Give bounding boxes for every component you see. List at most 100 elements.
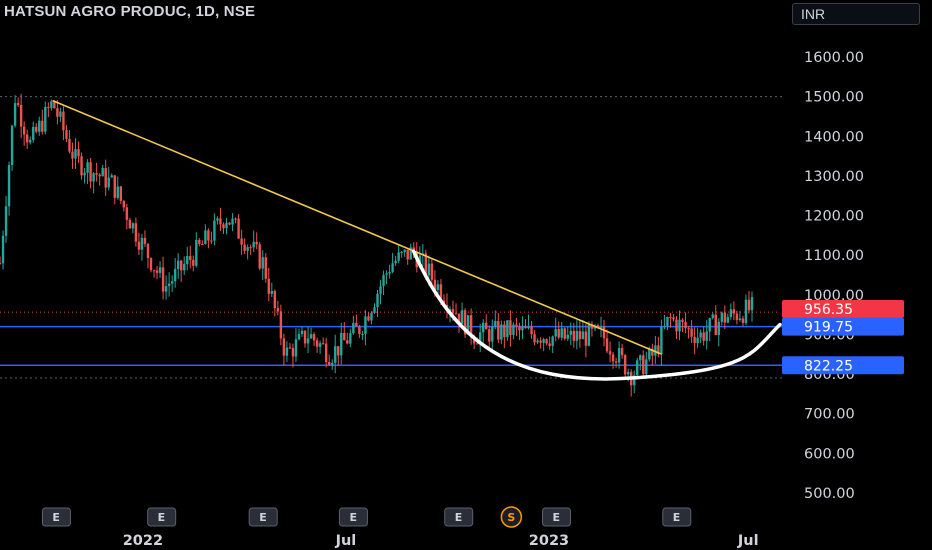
split-event-icon[interactable]: S (500, 506, 523, 528)
cup-curve[interactable] (411, 249, 782, 381)
candle-body (581, 331, 585, 340)
trendline[interactable] (52, 99, 663, 356)
candle-body (195, 239, 198, 266)
y-tick-label: 1500.00 (804, 90, 864, 106)
candle-body (391, 263, 394, 272)
candle-body (693, 336, 696, 344)
candle-body (533, 334, 536, 343)
candle-body (705, 331, 708, 341)
candle-body (164, 286, 168, 292)
candle-body (645, 359, 648, 375)
earnings-event-icon[interactable]: E (338, 507, 368, 527)
candle-body (388, 271, 391, 274)
candle-body (16, 103, 20, 105)
candle-body (315, 340, 319, 347)
x-tick-label: Jul (335, 533, 357, 549)
candle-body (642, 355, 645, 375)
candle-body (602, 326, 606, 339)
candle-body (723, 312, 727, 323)
candle-body (599, 326, 603, 328)
candle-body (702, 332, 705, 341)
candle-body (170, 281, 174, 284)
candle-body (198, 239, 201, 244)
candle-body (237, 218, 240, 239)
candle-body (56, 108, 59, 117)
candle-body (291, 347, 295, 357)
y-tick-label: 1400.00 (804, 129, 864, 145)
candle-body (343, 332, 346, 341)
earnings-event-icon[interactable]: E (662, 507, 692, 527)
candle-body (747, 299, 751, 311)
candle-body (25, 134, 29, 143)
candle-body (672, 317, 675, 320)
candle-body (149, 258, 153, 271)
candle-body (337, 346, 340, 356)
candle-body (687, 328, 690, 330)
candle-body (400, 252, 403, 254)
candle-body (104, 168, 107, 188)
candle-body (370, 312, 373, 321)
candle-body (270, 290, 274, 294)
level-tag-bg (782, 317, 904, 336)
candle-body (633, 375, 636, 386)
candle-body (654, 345, 657, 356)
candle-body (4, 206, 8, 236)
candle-body (569, 330, 572, 335)
candle-body (134, 223, 138, 242)
candle-body (611, 354, 615, 362)
candle-body (503, 324, 506, 338)
candle-body (279, 311, 283, 339)
candle-body (497, 321, 500, 340)
candle-body (349, 333, 352, 344)
earnings-event-icon[interactable]: E (444, 507, 474, 527)
candle-body (373, 307, 376, 313)
x-tick-label: Jul (737, 533, 759, 549)
event-marker-label: E (349, 511, 357, 524)
candle-body (379, 286, 382, 294)
candle-body (107, 177, 110, 188)
candle-body (143, 237, 147, 244)
x-tick-label: 2022 (123, 533, 163, 549)
candle-body (7, 164, 11, 207)
candle-body (457, 313, 461, 324)
y-tick-label: 1000.00 (804, 288, 864, 304)
candle-body (651, 348, 654, 356)
candle-body (68, 138, 71, 152)
candle-body (717, 321, 720, 335)
candle-body (334, 346, 337, 363)
candle-body (183, 264, 186, 271)
candle-body (584, 331, 588, 346)
candle-body (95, 173, 98, 175)
candle-body (13, 103, 17, 126)
candle-body (364, 316, 367, 335)
candle-body (681, 319, 684, 322)
candle-body (297, 333, 301, 340)
candle-body (506, 320, 509, 338)
candle-body (494, 321, 497, 327)
earnings-event-icon[interactable]: E (41, 507, 71, 527)
candle-body (560, 328, 563, 338)
event-marker-label: S (507, 511, 515, 524)
candle-body (708, 317, 711, 332)
earnings-event-icon[interactable]: E (248, 507, 278, 527)
candle-body (726, 316, 730, 323)
candle-body (261, 257, 264, 269)
candle-body (409, 247, 412, 260)
level-tag: 919.75 (782, 317, 904, 336)
earnings-event-icon[interactable]: E (541, 507, 571, 527)
candle-body (530, 326, 533, 335)
candle-body (466, 315, 470, 335)
candle-body (264, 257, 267, 279)
candle-body (663, 325, 666, 328)
candle-body (303, 330, 307, 344)
event-marker-label: E (673, 511, 681, 524)
candle-body (255, 241, 258, 245)
candle-body (482, 322, 485, 333)
earnings-event-icon[interactable]: E (147, 507, 177, 527)
candle-body (666, 316, 669, 326)
candle-body (98, 174, 101, 177)
candle-body (22, 126, 26, 135)
currency-selector[interactable]: INR (792, 3, 920, 25)
candle-body (10, 125, 14, 165)
